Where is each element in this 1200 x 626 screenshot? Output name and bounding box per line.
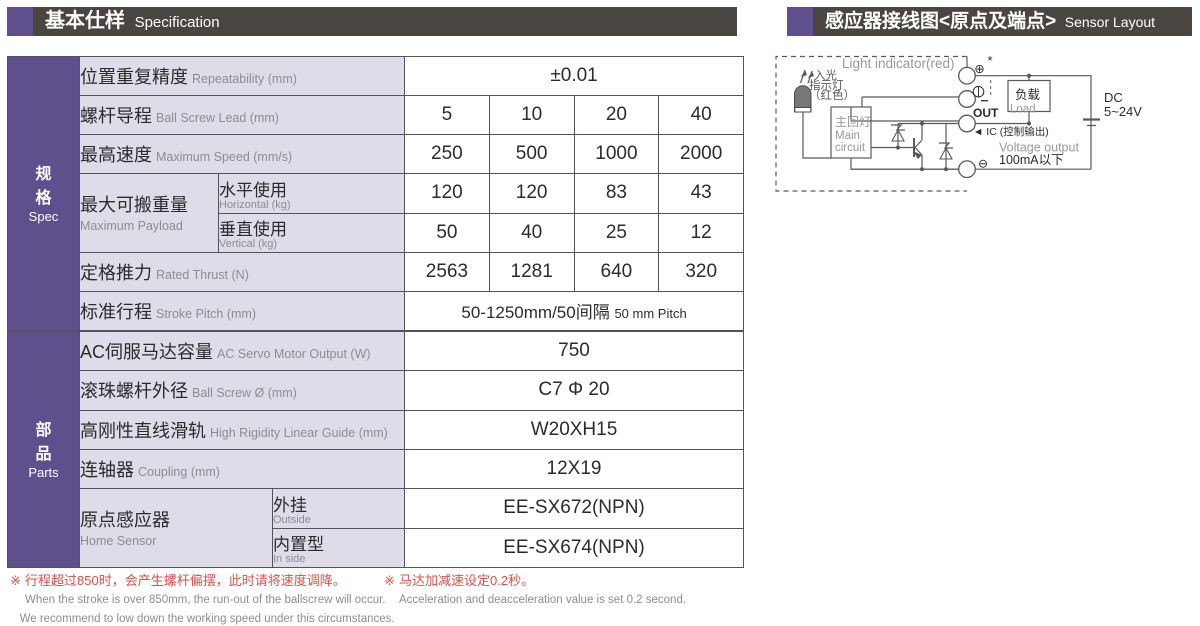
svg-text:⊕: ⊕ — [974, 62, 984, 76]
svg-text:*: * — [987, 53, 992, 68]
svg-text:负载: 负载 — [1015, 88, 1041, 102]
svg-text:5~24V: 5~24V — [1104, 104, 1142, 119]
svg-text:（红色）: （红色） — [809, 88, 855, 102]
svg-text:◄ IC (控制输出): ◄ IC (控制输出) — [973, 125, 1049, 138]
svg-text:DC: DC — [1104, 90, 1123, 105]
svg-text:Load: Load — [1010, 104, 1036, 116]
svg-text:Main: Main — [835, 130, 860, 142]
svg-text:Light indicator(red): Light indicator(red) — [842, 56, 955, 71]
svg-text:主回灯: 主回灯 — [835, 115, 871, 129]
svg-text:⊖: ⊖ — [978, 157, 988, 171]
svg-text:100mA以下: 100mA以下 — [999, 153, 1064, 167]
svg-text:OUT: OUT — [973, 106, 999, 120]
svg-text:circuit: circuit — [835, 142, 866, 154]
